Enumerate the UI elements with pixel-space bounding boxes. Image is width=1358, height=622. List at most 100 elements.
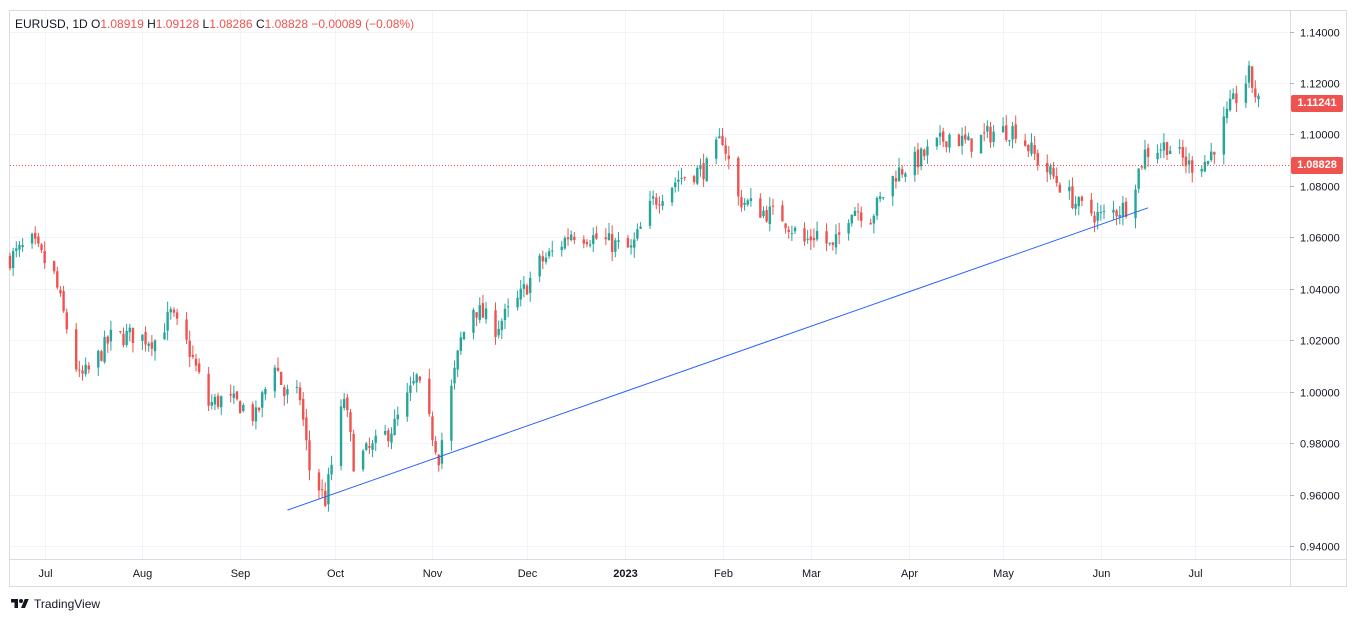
candle-body [462, 332, 466, 340]
candle [702, 153, 705, 187]
candle [648, 190, 652, 230]
candle [960, 127, 964, 155]
candle [40, 242, 43, 254]
candle-body [825, 231, 828, 244]
candle [1257, 93, 1260, 108]
candle-body [87, 365, 91, 370]
candle [1254, 80, 1257, 103]
candle-body [418, 376, 422, 381]
candle-body [232, 393, 236, 398]
candle-body [771, 205, 775, 207]
candle-body [610, 234, 614, 253]
candle-body [516, 297, 519, 308]
candle-body [992, 131, 995, 142]
candle [1036, 149, 1039, 171]
candle-body [784, 223, 787, 229]
candle-body [938, 132, 942, 137]
crosshair-price-tag: 1.08828 [1291, 157, 1343, 174]
open-label: O [91, 17, 101, 31]
x-tick-label: Mar [802, 568, 821, 580]
y-tick-label: 1.10000 [1300, 130, 1340, 142]
candle [185, 312, 188, 345]
candle [503, 303, 507, 329]
candle [191, 345, 195, 359]
candle [15, 241, 18, 258]
candle-body [302, 398, 305, 420]
trendline[interactable] [287, 207, 1149, 511]
candle-body [166, 311, 169, 331]
candle-body [283, 387, 286, 397]
x-tick-label: Feb [714, 568, 733, 580]
candle-body [434, 441, 437, 453]
candle [658, 196, 661, 214]
candle-body [295, 386, 299, 388]
candle-body [497, 328, 500, 336]
candle [229, 384, 232, 403]
interval-label[interactable]: 1D [72, 17, 88, 31]
candle [569, 230, 573, 242]
tradingview-branding[interactable]: TradingView [10, 597, 100, 611]
candle [431, 411, 434, 447]
candle-body [809, 236, 812, 241]
candle [746, 198, 749, 207]
candle-body [1162, 142, 1166, 151]
low-value: 1.08286 [209, 17, 253, 31]
candle-body [484, 308, 488, 320]
candle [992, 125, 995, 148]
candle [872, 214, 876, 234]
price-axis[interactable]: 1.14000 1.12000 1.10000 1.08000 1.06000 1.040… [1290, 11, 1340, 586]
candle [655, 193, 658, 210]
candle [478, 297, 481, 324]
candle [979, 134, 983, 154]
candle-body [1074, 203, 1077, 209]
candle [194, 353, 198, 372]
candle-body [34, 232, 37, 239]
candle [1209, 142, 1213, 163]
candle-body [210, 402, 213, 406]
candle [834, 224, 838, 255]
candle [172, 307, 176, 317]
candle-body [614, 240, 617, 252]
candle [1023, 133, 1027, 147]
candle [563, 235, 567, 250]
candle-body [670, 187, 674, 203]
candle-body [1005, 125, 1008, 140]
symbol-name[interactable]: EURUSD [15, 17, 66, 31]
candle-body [1068, 186, 1071, 192]
candle-body [1209, 151, 1213, 161]
candle-body [828, 242, 831, 244]
candle [1005, 115, 1008, 142]
overlays [10, 165, 1290, 511]
candle-body [251, 404, 254, 422]
candle-body [661, 201, 664, 206]
candle [1232, 88, 1235, 100]
candle [34, 226, 37, 245]
candle-body [872, 215, 876, 224]
candle-body [1102, 210, 1106, 212]
candle [1008, 139, 1011, 146]
candle-body [84, 364, 87, 375]
tradingview-logo-icon [11, 599, 29, 608]
candle-body [986, 125, 989, 132]
candle-body [1058, 184, 1062, 193]
candle-body [264, 389, 267, 395]
candle [891, 175, 894, 207]
candle-body [1011, 126, 1014, 140]
candle [882, 197, 885, 201]
candle [197, 358, 201, 374]
candle [1200, 165, 1203, 177]
candle [459, 331, 463, 355]
candle [560, 240, 563, 257]
candle-body [1247, 65, 1251, 83]
candle-body [261, 392, 264, 408]
candle [740, 190, 743, 212]
time-axis[interactable]: Jul Aug Sep Oct Nov Dec 2023 Feb Mar Apr May Jun Jul [10, 559, 1346, 581]
candle [825, 223, 828, 252]
candle [916, 142, 920, 175]
candle-body [1001, 126, 1005, 133]
candle-body [1225, 108, 1229, 119]
candle [1112, 200, 1115, 221]
candle-body [790, 233, 794, 235]
chart-frame[interactable] [9, 10, 1347, 587]
